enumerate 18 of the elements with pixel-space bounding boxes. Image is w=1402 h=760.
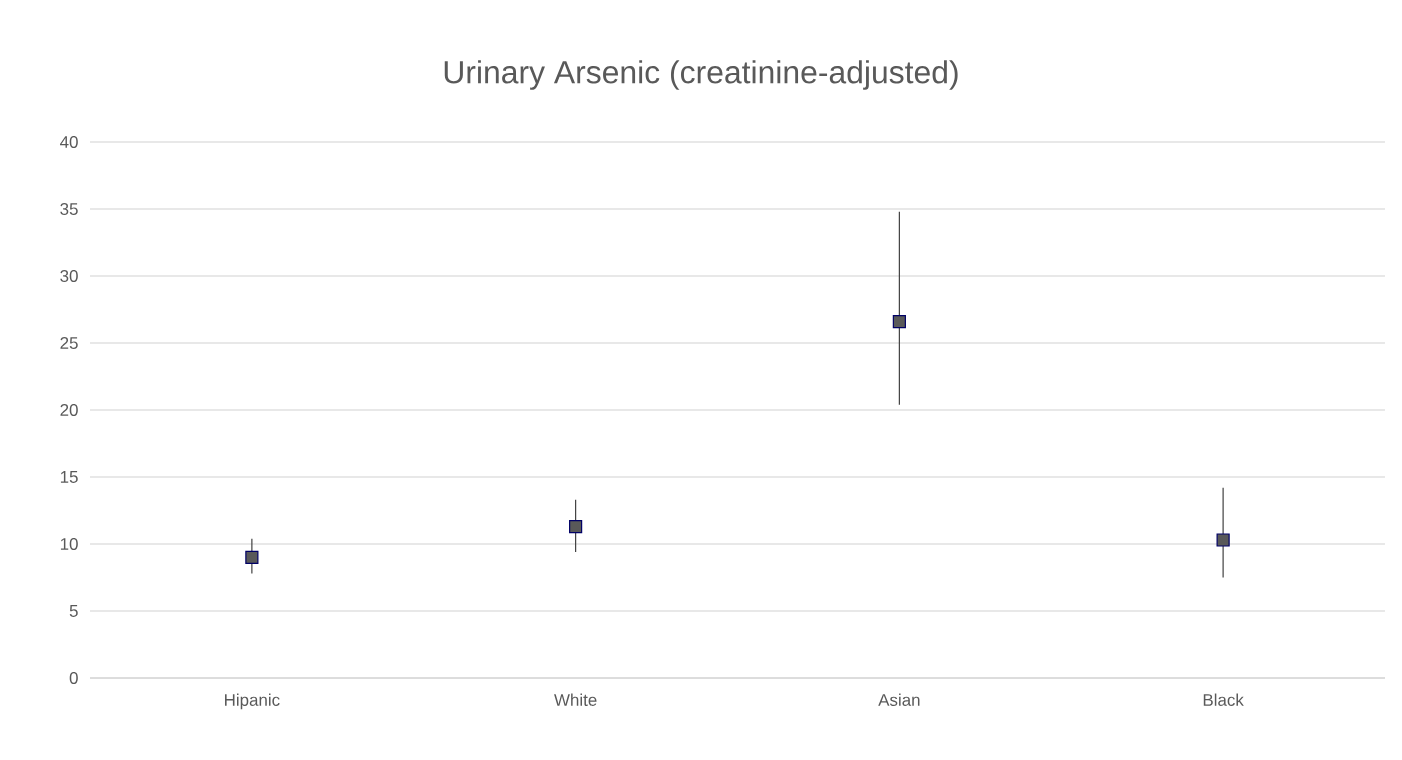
y-tick-label: 10	[60, 538, 78, 550]
y-tick-label: 25	[60, 336, 78, 349]
y-tick-label: 30	[60, 269, 78, 282]
x-tick-label: Hipanic	[225, 693, 280, 710]
y-tick-label: 40	[60, 135, 78, 148]
chart-title: Urinary Arsenic (creatinine-adjusted)	[444, 60, 958, 90]
y-tick-label: 5	[69, 605, 78, 617]
point	[245, 550, 259, 564]
y-tick-label: 0	[69, 672, 78, 684]
y-tick-label: 15	[60, 471, 78, 483]
x-tick-label: Black	[1203, 693, 1244, 706]
y-tick-label: 35	[60, 202, 78, 215]
point	[1216, 533, 1230, 547]
point	[569, 519, 583, 534]
x-tick-label: White	[554, 693, 597, 706]
y-tick-label: 20	[60, 404, 78, 416]
point	[892, 314, 906, 329]
x-tick-label: Asian	[878, 693, 920, 706]
